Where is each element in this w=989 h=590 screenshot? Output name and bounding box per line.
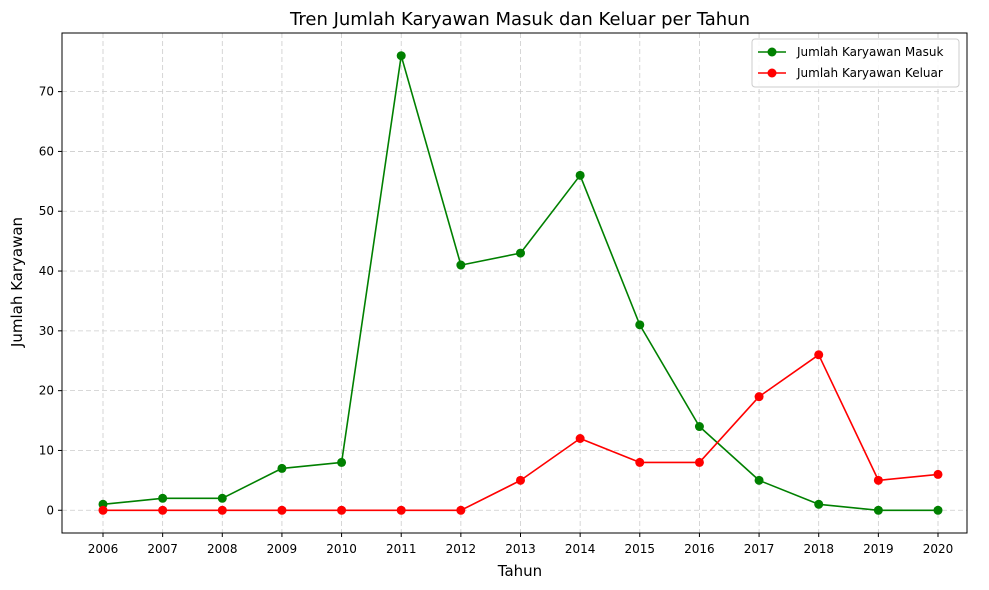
x-tick-label: 2006 (88, 542, 119, 556)
data-point (277, 464, 286, 473)
chart-title: Tren Jumlah Karyawan Masuk dan Keluar pe… (289, 9, 750, 30)
legend: Jumlah Karyawan Masuk Jumlah Karyawan Kel… (752, 39, 959, 87)
x-axis-title: Tahun (497, 562, 542, 580)
data-point (158, 506, 167, 515)
x-tick-label: 2008 (207, 542, 238, 556)
x-tick-label: 2015 (625, 542, 656, 556)
legend-marker (768, 48, 777, 57)
data-point (337, 506, 346, 515)
data-point (635, 458, 644, 467)
y-tick-label: 0 (46, 503, 54, 517)
legend-label: Jumlah Karyawan Keluar (796, 66, 943, 80)
y-tick-label: 70 (39, 85, 54, 99)
data-point (635, 320, 644, 329)
legend-label: Jumlah Karyawan Masuk (796, 45, 943, 59)
data-point (874, 476, 883, 485)
x-tick-label: 2019 (863, 542, 894, 556)
x-tick-label: 2018 (803, 542, 834, 556)
data-point (814, 350, 823, 359)
y-tick-label: 10 (39, 443, 54, 457)
data-point (456, 506, 465, 515)
y-tick-label: 50 (39, 204, 54, 218)
data-point (516, 476, 525, 485)
data-point (814, 500, 823, 509)
data-point (218, 506, 227, 515)
data-point (695, 458, 704, 467)
x-tick-label: 2020 (923, 542, 954, 556)
x-tick-label: 2011 (386, 542, 417, 556)
x-tick-label: 2013 (505, 542, 536, 556)
x-tick-label: 2016 (684, 542, 715, 556)
data-point (755, 392, 764, 401)
data-point (397, 506, 406, 515)
data-point (397, 51, 406, 60)
x-tick-label: 2017 (744, 542, 775, 556)
y-tick-label: 20 (39, 384, 54, 398)
data-point (576, 171, 585, 180)
data-point (755, 476, 764, 485)
y-tick-label: 30 (39, 324, 54, 338)
data-point (934, 506, 943, 515)
data-point (576, 434, 585, 443)
x-tick-label: 2014 (565, 542, 596, 556)
data-point (874, 506, 883, 515)
y-tick-label: 60 (39, 144, 54, 158)
data-point (695, 422, 704, 431)
x-tick-label: 2009 (267, 542, 298, 556)
data-point (99, 506, 108, 515)
data-point (218, 494, 227, 503)
legend-marker (768, 69, 777, 78)
data-point (337, 458, 346, 467)
x-tick-label: 2007 (147, 542, 178, 556)
y-tick-label: 40 (39, 264, 54, 278)
data-point (158, 494, 167, 503)
y-axis-title: Jumlah Karyawan (8, 217, 26, 348)
data-point (934, 470, 943, 479)
data-point (456, 261, 465, 270)
data-point (277, 506, 286, 515)
x-tick-label: 2010 (326, 542, 357, 556)
data-point (516, 249, 525, 258)
x-tick-label: 2012 (446, 542, 477, 556)
